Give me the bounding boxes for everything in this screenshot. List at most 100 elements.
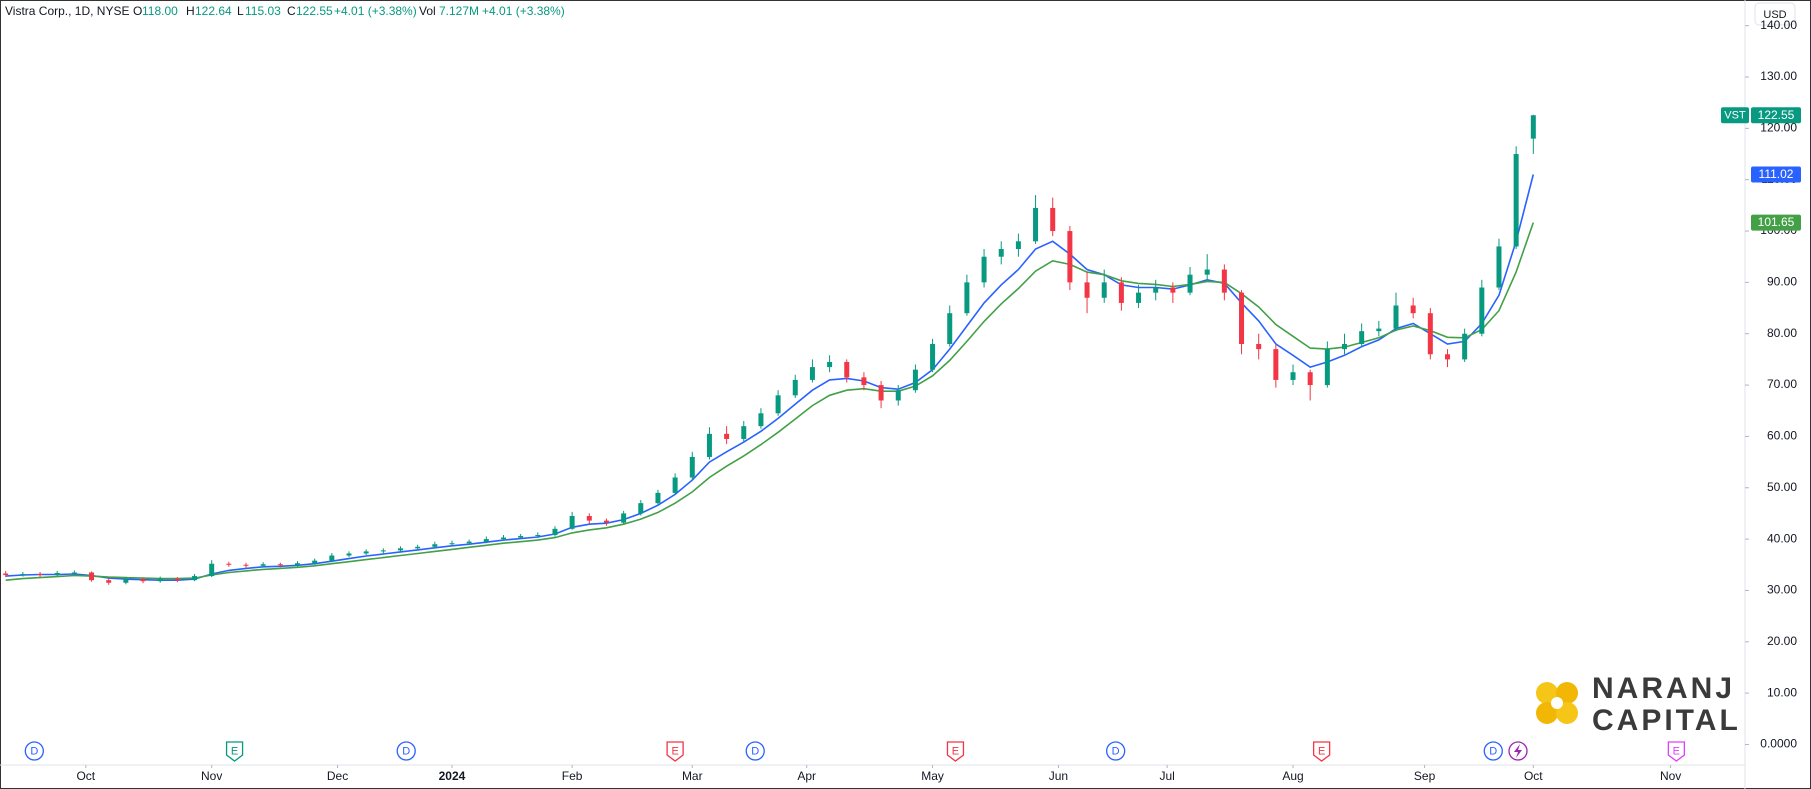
- dividend-split-icon[interactable]: [1508, 741, 1528, 761]
- event-marker[interactable]: D: [24, 741, 44, 761]
- logo-petal: [1536, 682, 1558, 704]
- candle-body: [792, 379, 798, 396]
- x-tick-label: Dec: [327, 769, 348, 783]
- candle-body: [483, 539, 489, 542]
- candle-body: [1342, 343, 1348, 350]
- candle-body: [981, 256, 987, 283]
- currency-box[interactable]: [1754, 2, 1796, 26]
- event-marker[interactable]: D: [1483, 741, 1503, 761]
- candle-body: [947, 313, 953, 344]
- candle-body: [1359, 331, 1365, 344]
- candle-body: [912, 369, 918, 391]
- candle-body: [380, 550, 386, 552]
- candle-body: [415, 546, 421, 549]
- candle-body: [809, 367, 815, 380]
- candle-body: [449, 543, 455, 545]
- candle-body: [174, 578, 180, 581]
- candle-body: [964, 282, 970, 314]
- candle-body: [1239, 292, 1245, 344]
- logo: NARANJ CAPITAL: [1536, 672, 1738, 737]
- candle-body: [535, 534, 541, 537]
- candle-body: [1410, 305, 1416, 314]
- candle-body: [3, 573, 9, 576]
- x-tick-label: Apr: [797, 769, 816, 783]
- candle-body: [1479, 287, 1485, 334]
- legend: Vistra Corp., 1D, NYSE O 118.00 H 122.64…: [5, 4, 565, 18]
- candle-body: [363, 551, 369, 554]
- candle-body: [518, 536, 524, 538]
- event-label: D: [1489, 745, 1497, 757]
- y-tick-label: 80.00: [1767, 326, 1797, 340]
- candle-body: [1221, 269, 1227, 293]
- candle-body: [741, 426, 747, 439]
- event-icon: [396, 741, 416, 761]
- event-marker[interactable]: D: [1106, 741, 1126, 761]
- candle-body: [878, 385, 884, 401]
- event-label: D: [30, 745, 38, 757]
- y-tick-label: 140.00: [1760, 18, 1797, 32]
- candle-body: [998, 249, 1004, 257]
- candle-body: [672, 477, 678, 493]
- event-icon: [946, 741, 965, 762]
- candle-body: [621, 513, 627, 523]
- candle-body: [1067, 231, 1073, 283]
- candle-body: [1015, 241, 1021, 250]
- event-marker[interactable]: D: [396, 741, 416, 761]
- candle-body: [1324, 349, 1330, 386]
- candle-body: [638, 503, 644, 514]
- x-tick-label: Oct: [76, 769, 95, 783]
- candle-body: [312, 560, 318, 564]
- candle-body: [123, 579, 129, 583]
- event-label: E: [1318, 745, 1325, 757]
- price-tag-label: 122.55: [1758, 108, 1795, 122]
- event-marker[interactable]: E: [1667, 741, 1685, 762]
- candle-body: [295, 563, 301, 566]
- candle-body: [1153, 287, 1159, 293]
- event-marker[interactable]: D: [745, 741, 765, 761]
- high-value: 122.64: [195, 4, 232, 18]
- y-tick-label: 50.00: [1767, 480, 1797, 494]
- y-tick-label: 60.00: [1767, 429, 1797, 443]
- volume-value: 7.127M: [439, 4, 479, 18]
- x-tick-label: Nov: [1660, 769, 1681, 783]
- moving-average-line: [5, 222, 1535, 581]
- x-tick-label: Aug: [1282, 769, 1303, 783]
- currency[interactable]: USD: [1763, 9, 1786, 21]
- price-tag-label: 101.65: [1758, 215, 1795, 229]
- candle-body: [466, 541, 472, 544]
- x-tick-label: Feb: [562, 769, 583, 783]
- candle-body: [1118, 282, 1124, 303]
- candles: [3, 114, 1536, 585]
- candle-body: [329, 555, 335, 561]
- x-tick-label: Mar: [682, 769, 703, 783]
- event-marker[interactable]: E: [1312, 741, 1331, 762]
- event-icon: [225, 741, 244, 762]
- event-marker[interactable]: E: [666, 741, 684, 762]
- candle-body: [89, 572, 95, 581]
- x-tick-label: 2024: [439, 769, 466, 783]
- event-marker[interactable]: E: [225, 741, 244, 762]
- candle-body: [277, 564, 283, 566]
- candle-body: [1084, 282, 1090, 298]
- candle-body: [1444, 354, 1450, 360]
- candle-body: [1462, 333, 1468, 360]
- change: +4.01 (+3.38%): [334, 4, 417, 18]
- candle-body: [1376, 328, 1382, 332]
- x-tick-label: Jul: [1159, 769, 1174, 783]
- high-label: H: [186, 4, 195, 18]
- candle-body: [1033, 207, 1039, 242]
- close-label: C: [287, 4, 296, 18]
- open-value: 118.00: [142, 4, 178, 18]
- price-tag: [1751, 166, 1801, 183]
- candle-body: [895, 390, 901, 401]
- y-tick-label: 10.00: [1767, 685, 1797, 699]
- x-tick-label: Nov: [201, 769, 222, 783]
- event-icon: [745, 741, 765, 761]
- candle-body: [140, 579, 146, 582]
- candle-body: [1496, 246, 1502, 288]
- candle-body: [1136, 292, 1142, 303]
- candle-body: [54, 572, 60, 576]
- event-marker[interactable]: E: [946, 741, 965, 762]
